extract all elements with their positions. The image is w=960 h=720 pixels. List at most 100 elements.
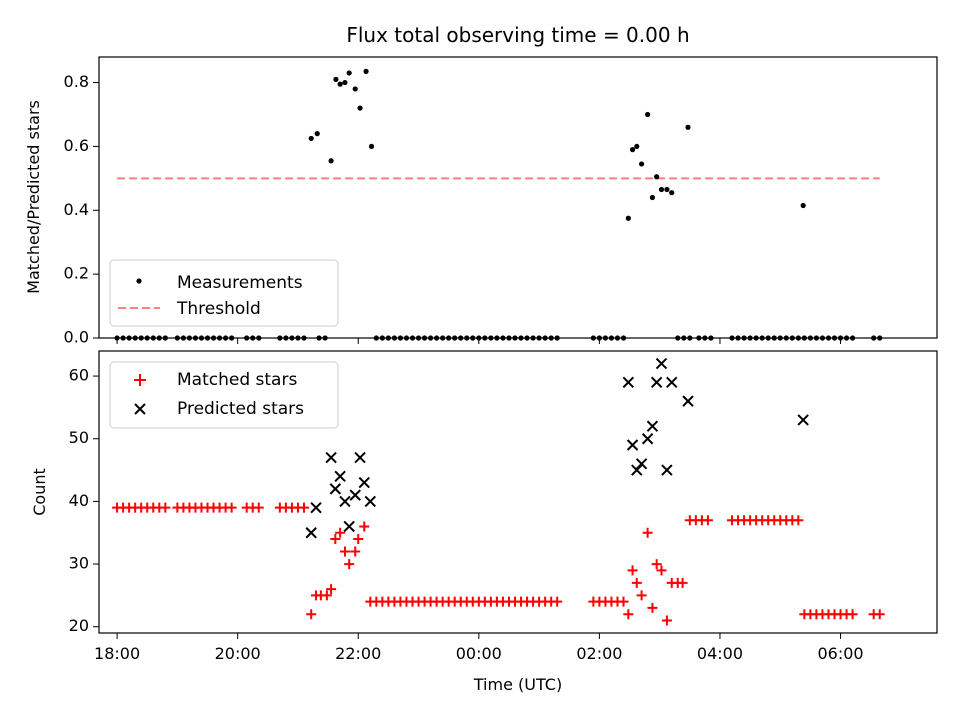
top-legend-box bbox=[109, 259, 339, 327]
matched-point bbox=[298, 502, 309, 513]
top-y-tick-label: 0.4 bbox=[64, 200, 89, 219]
predicted-point bbox=[650, 376, 663, 389]
measurement-point bbox=[800, 202, 806, 209]
predicted-point bbox=[635, 458, 648, 470]
matched-point bbox=[647, 602, 658, 613]
top-y-tick-label: 0.8 bbox=[64, 72, 89, 91]
top-y-tick-label: 0.2 bbox=[64, 264, 89, 283]
measurement-point bbox=[634, 143, 640, 150]
measurement-point bbox=[658, 186, 665, 193]
predicted-point bbox=[310, 501, 322, 514]
legend-predicted-marker bbox=[134, 403, 146, 415]
matched-point bbox=[656, 565, 667, 576]
predicted-point bbox=[334, 470, 346, 483]
predicted-point bbox=[339, 495, 351, 508]
measurement-point bbox=[363, 68, 369, 74]
measurement-point bbox=[625, 215, 631, 221]
legend-threshold-label: Threshold bbox=[176, 299, 261, 319]
bottom-legend: Matched stars Predicted stars bbox=[109, 361, 339, 429]
matched-point bbox=[359, 521, 370, 532]
predicted-point bbox=[364, 495, 377, 508]
bottom-y-tick-label: 40 bbox=[69, 491, 89, 510]
bottom-y-tick-label: 30 bbox=[69, 554, 89, 573]
measurement-point bbox=[352, 86, 358, 92]
bottom-legend-box bbox=[109, 361, 339, 429]
matched-point bbox=[253, 502, 264, 513]
matched-point bbox=[651, 559, 662, 570]
matched-point bbox=[627, 565, 638, 576]
top-y-tick-label: 0.0 bbox=[64, 328, 89, 347]
predicted-point bbox=[682, 395, 694, 407]
predicted-point bbox=[797, 414, 809, 426]
matched-point bbox=[631, 577, 642, 588]
predicted-point bbox=[305, 527, 317, 539]
predicted-point bbox=[666, 376, 678, 389]
predicted-point bbox=[329, 483, 342, 495]
matched-point bbox=[793, 515, 804, 526]
bottom-y-tick-label: 60 bbox=[69, 366, 89, 385]
measurement-point bbox=[357, 105, 363, 111]
measurement-point bbox=[314, 131, 320, 137]
measurement-point bbox=[664, 186, 670, 193]
predicted-point bbox=[325, 451, 337, 464]
predicted-point bbox=[631, 464, 643, 476]
matched-point bbox=[623, 609, 634, 620]
legend-measurements-marker bbox=[136, 278, 142, 284]
top-panel: 0.00.20.40.60.8 Matched/Predicted stars … bbox=[24, 56, 938, 347]
measurement-point bbox=[368, 143, 375, 150]
measurement-point bbox=[629, 147, 636, 153]
predicted-point bbox=[622, 376, 635, 389]
matched-point bbox=[702, 515, 713, 526]
x-tick-label: 18:00 bbox=[94, 644, 140, 663]
measurement-point bbox=[308, 135, 314, 142]
bottom-y-tick-label: 50 bbox=[69, 428, 89, 447]
x-tick-label: 20:00 bbox=[215, 644, 261, 663]
predicted-point bbox=[343, 520, 355, 533]
matched-point bbox=[339, 546, 350, 557]
measurement-point bbox=[645, 111, 651, 118]
matched-point bbox=[350, 546, 361, 557]
bottom-y-tick-label: 20 bbox=[69, 616, 89, 635]
matched-point bbox=[661, 615, 672, 626]
measurement-point bbox=[337, 81, 343, 87]
top-axis: 0.0 0.2 0.4 0.6 0.8 bbox=[64, 72, 842, 347]
matched-point bbox=[552, 596, 563, 607]
matched-point bbox=[874, 609, 885, 620]
matched-point bbox=[847, 609, 858, 620]
bottom-frame bbox=[98, 350, 938, 634]
measurement-point bbox=[649, 194, 656, 201]
top-marks bbox=[114, 68, 883, 341]
legend-matched-label: Matched stars bbox=[177, 370, 297, 390]
measurement-point bbox=[654, 174, 660, 180]
matched-point bbox=[335, 527, 346, 538]
x-tick-label: 06:00 bbox=[817, 644, 863, 663]
x-axis-label: Time (UTC) bbox=[473, 675, 562, 694]
measurement-point bbox=[638, 161, 645, 167]
measurement-point bbox=[342, 79, 348, 86]
measurement-point bbox=[685, 124, 691, 130]
measurement-point bbox=[346, 70, 352, 76]
matched-point bbox=[160, 502, 171, 513]
top-frame bbox=[98, 56, 938, 339]
predicted-point bbox=[646, 420, 659, 432]
matched-point bbox=[321, 590, 332, 601]
matched-point bbox=[330, 534, 341, 544]
matched-point bbox=[642, 527, 653, 538]
legend-measurements-label: Measurements bbox=[177, 273, 303, 293]
x-tick-label: 00:00 bbox=[456, 644, 502, 663]
measurement-point bbox=[328, 158, 334, 164]
matched-point bbox=[353, 534, 364, 544]
predicted-point bbox=[655, 357, 668, 370]
matched-point bbox=[226, 502, 237, 513]
bottom-panel: 20 30 40 50 60 18:00 20:00 22:00 00:00 02:00 04:00… bbox=[30, 350, 938, 694]
legend-predicted-label: Predicted stars bbox=[177, 399, 304, 419]
predicted-point bbox=[626, 439, 639, 451]
bottom-axis: 20 30 40 50 60 18:00 20:00 22:00 00:00 02:00 04:00… bbox=[69, 366, 864, 663]
predicted-point bbox=[354, 451, 366, 464]
x-tick-label: 02:00 bbox=[576, 644, 622, 663]
matched-point bbox=[306, 609, 317, 620]
chart-title: Flux total observing time = 0.00 h bbox=[346, 23, 689, 47]
matched-point bbox=[618, 596, 629, 607]
bottom-marks bbox=[112, 357, 885, 626]
